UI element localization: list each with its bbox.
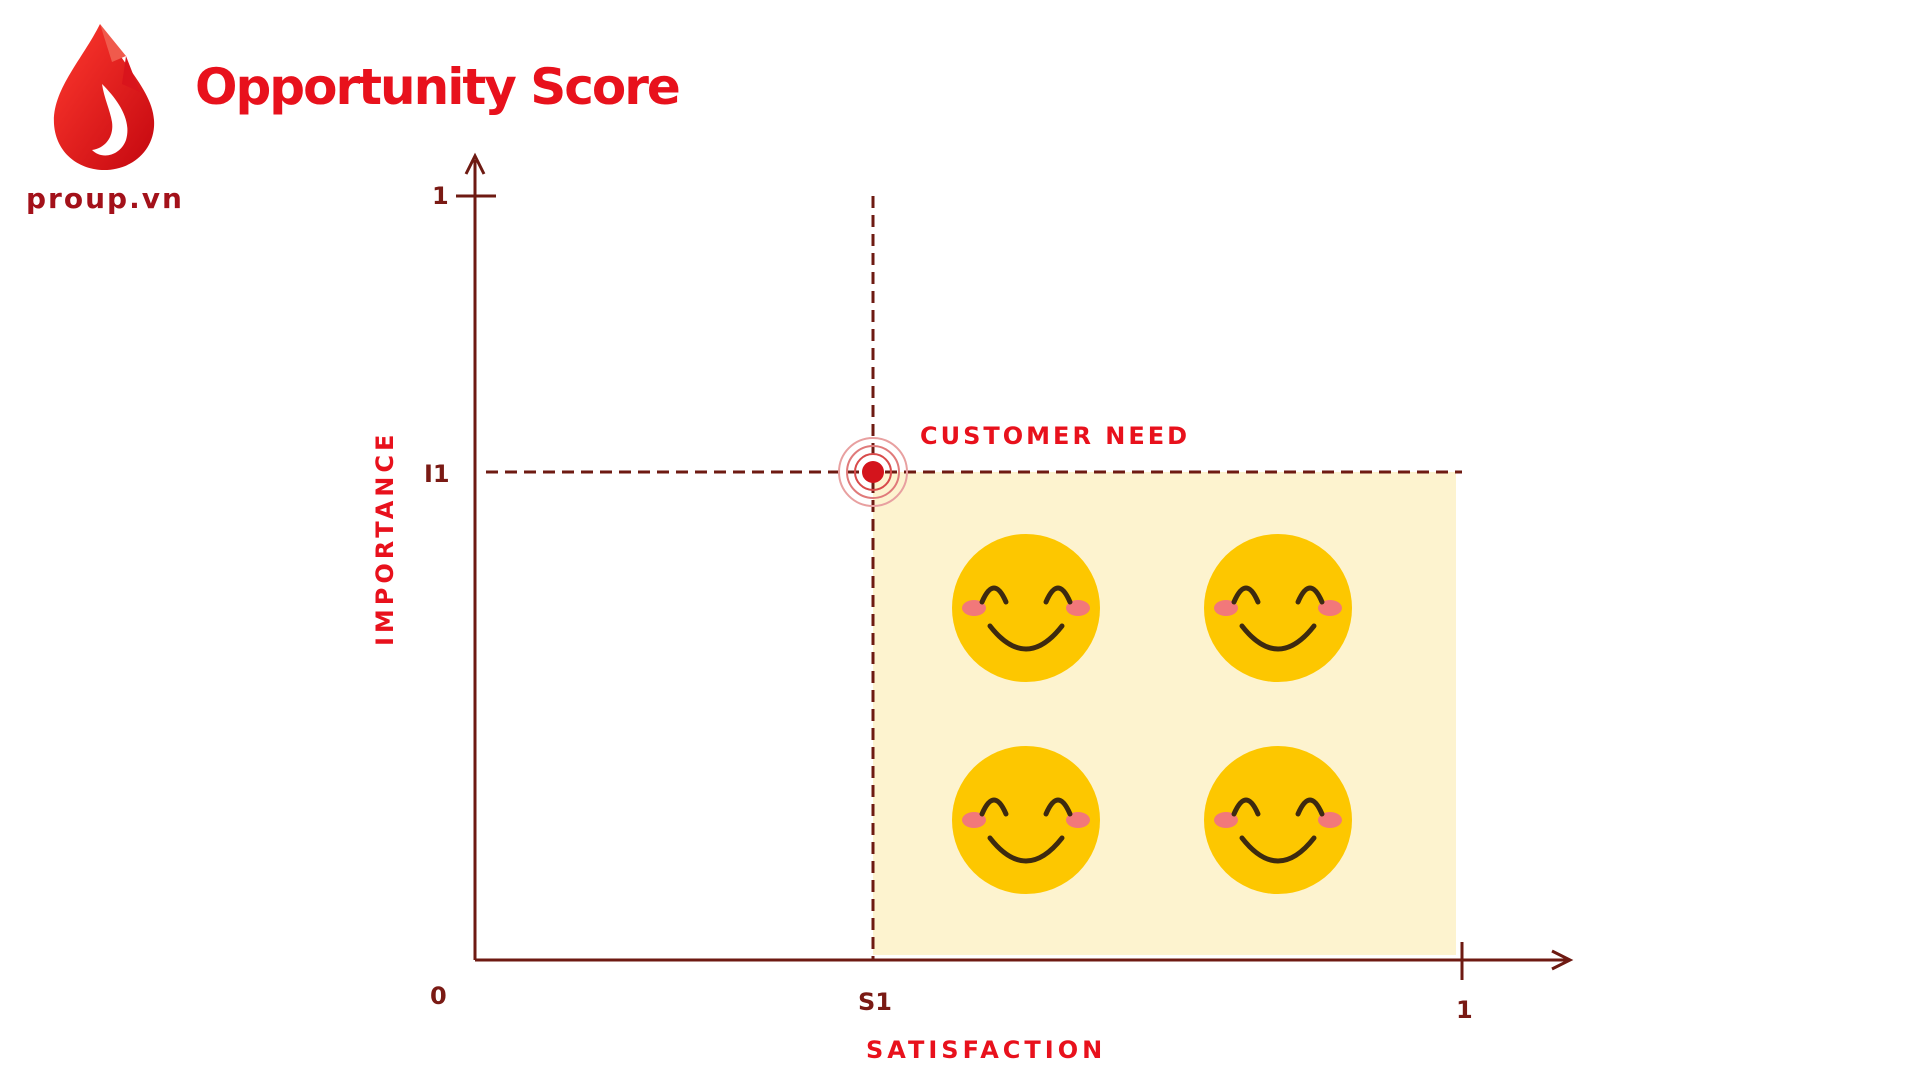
y-axis-arrow-icon (464, 152, 486, 175)
page-title: Opportunity Score (195, 58, 681, 116)
i1-label: I1 (424, 460, 450, 488)
drop-logo-icon (53, 24, 155, 170)
logo-text: proup.vn (26, 182, 184, 215)
x-max-label: 1 (1456, 996, 1473, 1024)
origin-label: 0 (430, 982, 447, 1010)
smiley-icon (1204, 746, 1352, 894)
satisfied-zone (873, 472, 1456, 955)
customer-need-label: CUSTOMER NEED (920, 422, 1190, 450)
y-axis-title: IMPORTANCE (371, 431, 399, 646)
smiley-icon (952, 746, 1100, 894)
y-max-label: 1 (432, 182, 449, 210)
smiley-icon (1204, 534, 1352, 682)
s1-label: S1 (858, 988, 892, 1016)
x-axis-arrow-icon (1551, 949, 1574, 971)
smiley-group (952, 534, 1352, 894)
x-axis-title: SATISFACTION (866, 1036, 1106, 1064)
smiley-icon (952, 534, 1100, 682)
brand-logo: proup.vn (20, 20, 182, 220)
customer-need-point (838, 437, 908, 507)
